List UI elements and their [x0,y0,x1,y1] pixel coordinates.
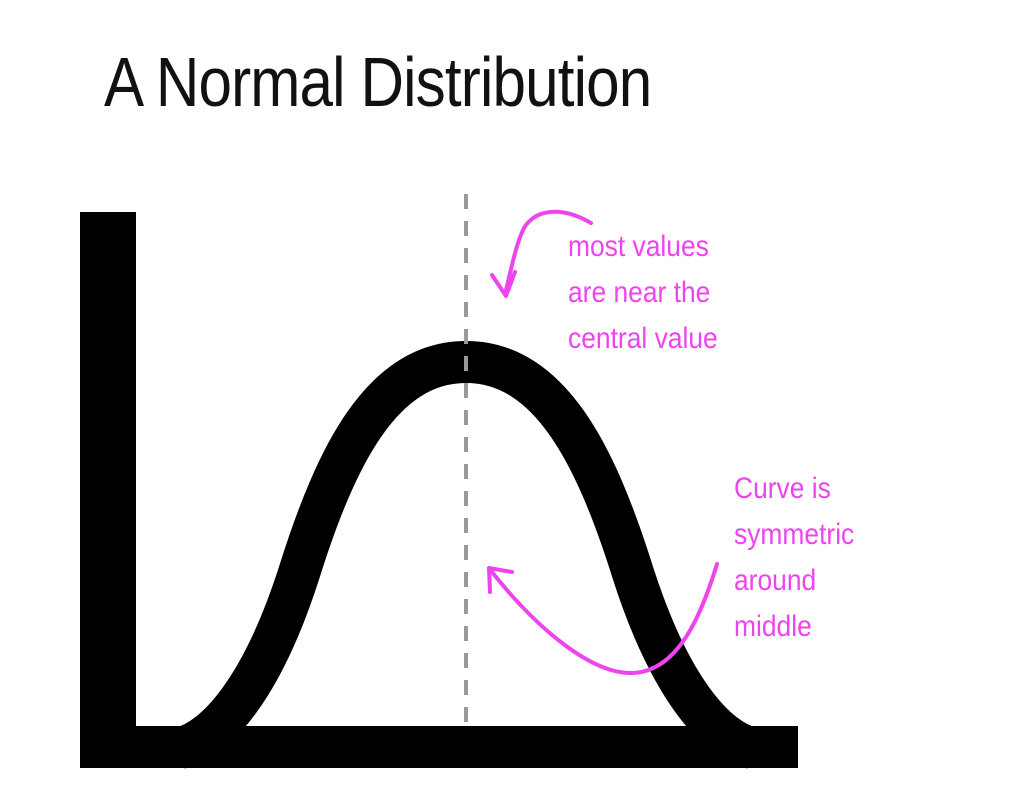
central-annotation-line-2: are near the [568,276,711,309]
symmetry-annotation-line-2: symmetric [734,518,855,551]
central-value-annotation: most values are near the central value [568,224,718,362]
central-annotation-line-1: most values [568,230,709,263]
central-value-arrowhead [490,270,517,298]
y-axis [80,212,136,768]
symmetry-annotation-line-4: middle [734,610,812,643]
page-title: A Normal Distribution [104,43,652,121]
central-value-arrow [504,209,593,292]
symmetry-arrowhead [487,566,514,594]
symmetry-annotation-line-1: Curve is [734,472,831,505]
symmetry-annotation-line-3: around [734,564,817,597]
symmetry-annotation: Curve is symmetric around middle [734,466,854,650]
central-annotation-line-3: central value [568,322,718,355]
symmetry-arrow [490,562,719,676]
